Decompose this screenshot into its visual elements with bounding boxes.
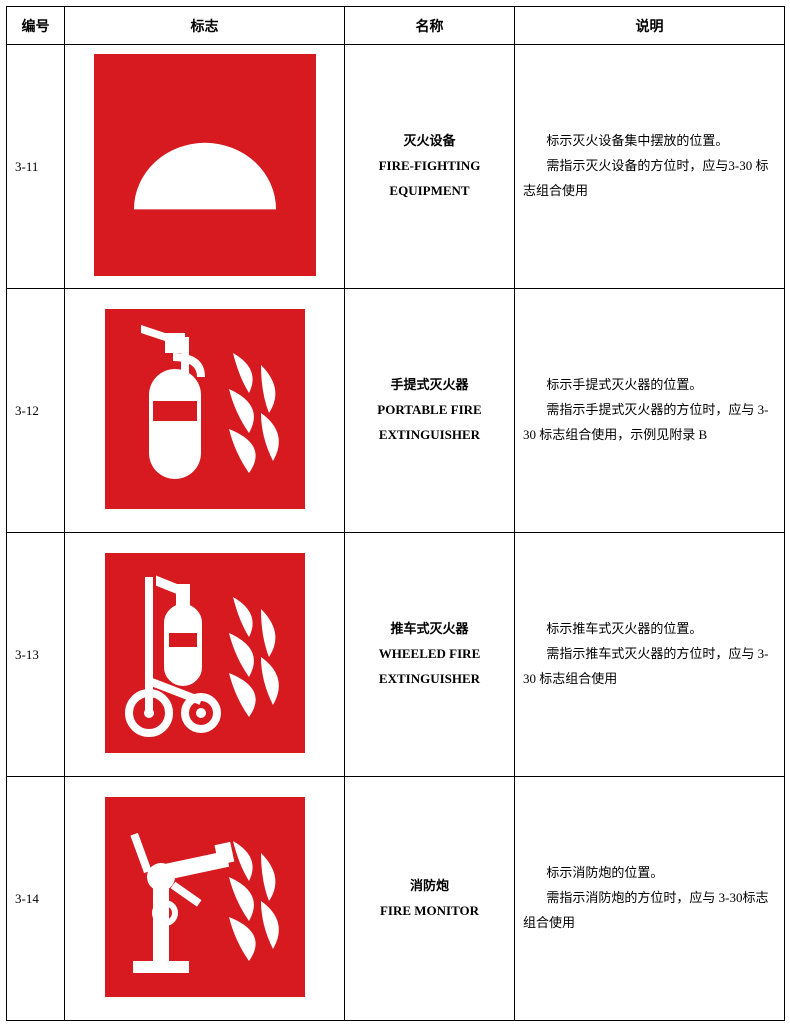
sign-cell	[65, 45, 345, 289]
desc-line1: 标示手提式灭火器的位置。	[523, 373, 776, 398]
desc-cell: 标示手提式灭火器的位置。 需指示手提式灭火器的方位时，应与 3-30 标志组合使…	[515, 289, 785, 533]
name-cell: 推车式灭火器 WHEELED FIRE EXTINGUISHER	[345, 533, 515, 777]
col-header-sign: 标志	[65, 7, 345, 45]
sign-cell	[65, 533, 345, 777]
name-en-line2: EXTINGUISHER	[353, 423, 506, 448]
name-cn: 推车式灭火器	[353, 617, 506, 642]
fire-signs-table: 编号 标志 名称 说明 3-11 灭火设备 FIRE-FIGHTING EQUI…	[6, 6, 785, 1021]
col-header-id: 编号	[7, 7, 65, 45]
desc-cell: 标示推车式灭火器的位置。 需指示推车式灭火器的方位时，应与 3-30 标志组合使…	[515, 533, 785, 777]
row-id: 3-11	[7, 45, 65, 289]
name-en-line1: WHEELED FIRE	[353, 642, 506, 667]
desc-cell: 标示灭火设备集中摆放的位置。 需指示灭火设备的方位时，应与3-30 标志组合使用	[515, 45, 785, 289]
row-id: 3-14	[7, 777, 65, 1021]
portable-fire-extinguisher-icon	[105, 309, 305, 509]
name-cn: 手提式灭火器	[353, 373, 506, 398]
desc-line2: 需指示手提式灭火器的方位时，应与 3-30 标志组合使用，示例见附录 B	[523, 398, 776, 447]
header-row: 编号 标志 名称 说明	[7, 7, 785, 45]
name-en-line1: FIRE-FIGHTING	[353, 154, 506, 179]
name-cell: 消防炮 FIRE MONITOR	[345, 777, 515, 1021]
wheeled-fire-extinguisher-icon	[105, 553, 305, 753]
table-row: 3-11 灭火设备 FIRE-FIGHTING EQUIPMENT 标示灭火设备…	[7, 45, 785, 289]
name-cn: 消防炮	[353, 874, 506, 899]
name-cell: 手提式灭火器 PORTABLE FIRE EXTINGUISHER	[345, 289, 515, 533]
desc-line2: 需指示推车式灭火器的方位时，应与 3-30 标志组合使用	[523, 642, 776, 691]
table-row: 3-14	[7, 777, 785, 1021]
name-en-line1: FIRE MONITOR	[353, 899, 506, 924]
desc-line2: 需指示消防炮的方位时，应与 3-30标志组合使用	[523, 886, 776, 935]
row-id: 3-13	[7, 533, 65, 777]
name-cn: 灭火设备	[353, 129, 506, 154]
desc-line1: 标示灭火设备集中摆放的位置。	[523, 129, 776, 154]
table-row: 3-12	[7, 289, 785, 533]
name-en-line1: PORTABLE FIRE	[353, 398, 506, 423]
fire-monitor-icon	[105, 797, 305, 997]
col-header-name: 名称	[345, 7, 515, 45]
col-header-desc: 说明	[515, 7, 785, 45]
fire-fighting-equipment-icon	[90, 54, 320, 276]
desc-line1: 标示消防炮的位置。	[523, 861, 776, 886]
name-cell: 灭火设备 FIRE-FIGHTING EQUIPMENT	[345, 45, 515, 289]
sign-cell	[65, 289, 345, 533]
sign-cell	[65, 777, 345, 1021]
desc-line1: 标示推车式灭火器的位置。	[523, 617, 776, 642]
name-en-line2: EXTINGUISHER	[353, 667, 506, 692]
name-en-line2: EQUIPMENT	[353, 179, 506, 204]
table-row: 3-13	[7, 533, 785, 777]
desc-line2: 需指示灭火设备的方位时，应与3-30 标志组合使用	[523, 154, 776, 203]
desc-cell: 标示消防炮的位置。 需指示消防炮的方位时，应与 3-30标志组合使用	[515, 777, 785, 1021]
row-id: 3-12	[7, 289, 65, 533]
